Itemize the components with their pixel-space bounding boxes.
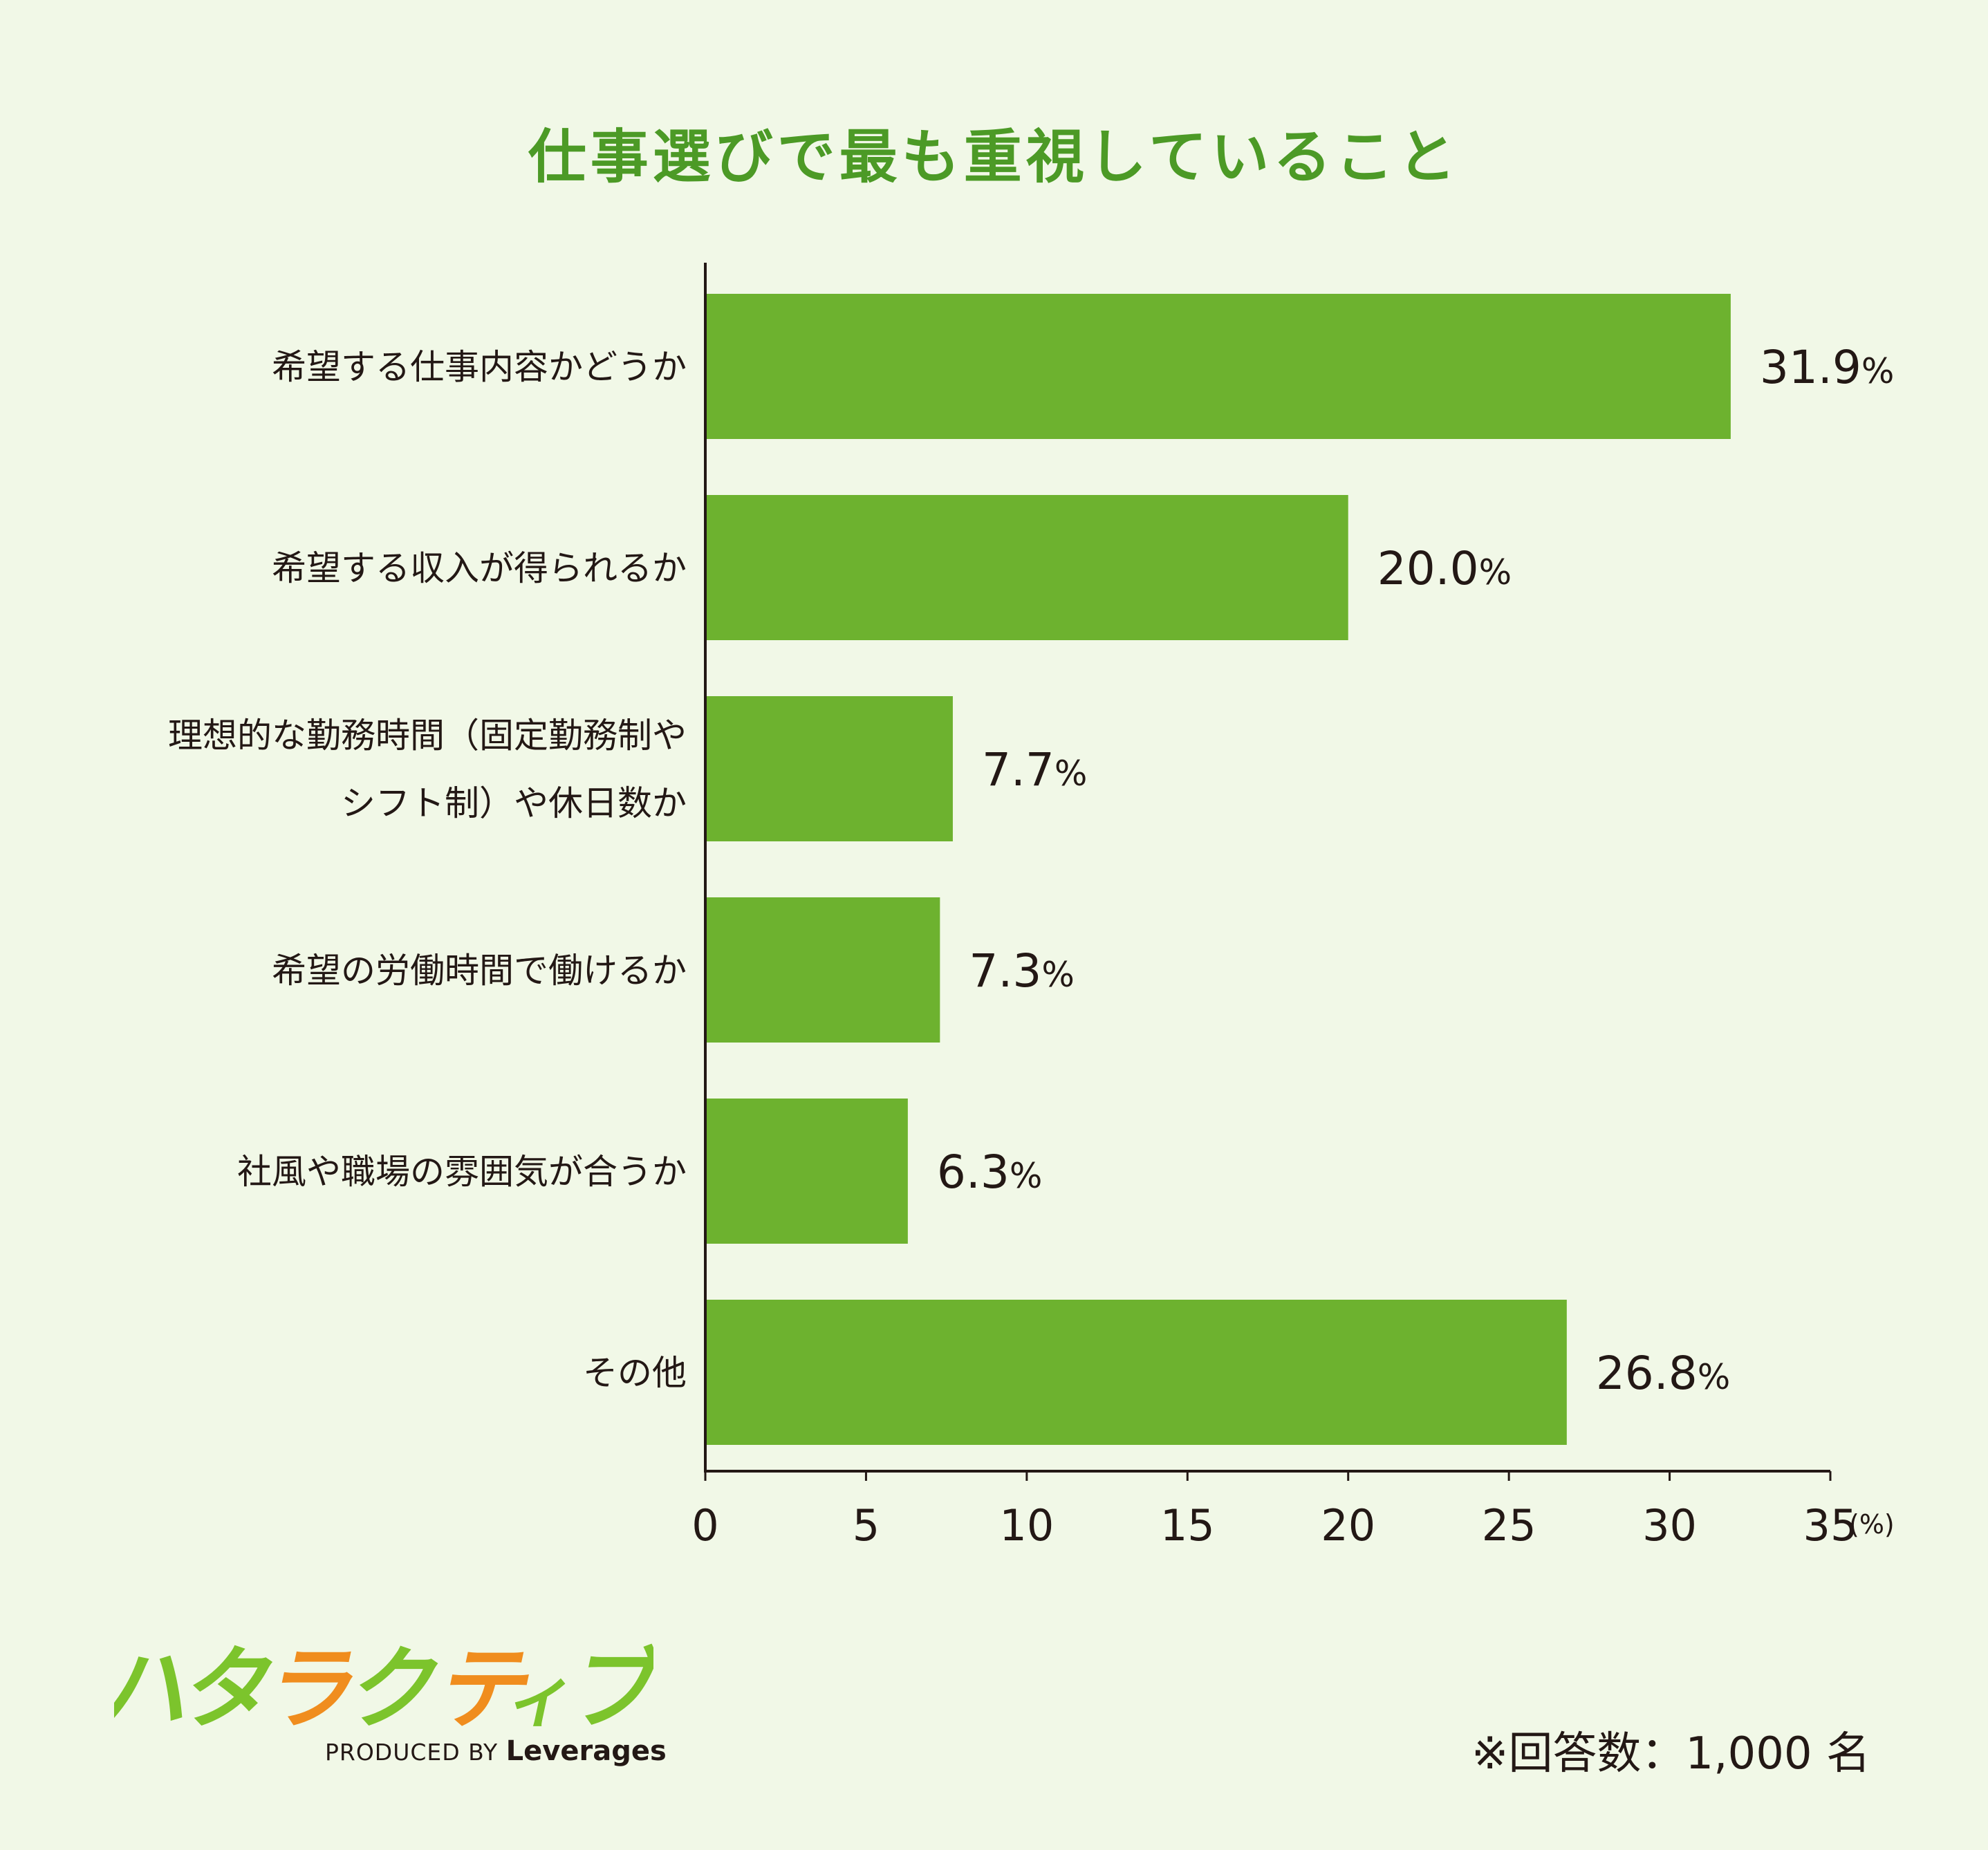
x-unit-label: (%) <box>1849 1509 1895 1540</box>
x-tick-label: 15 <box>1160 1500 1215 1551</box>
logo-letter: ラ <box>258 1638 370 1728</box>
bar-value-label: 6.3% <box>937 1146 1042 1199</box>
x-tick-label: 25 <box>1482 1500 1536 1551</box>
bar-chart: 31.9% 希望する仕事内容かどうか 20.0% 希望する収入が得られるか 7.7% 理想… <box>168 263 1895 1551</box>
bar <box>706 1300 1567 1445</box>
bar-value-label: 31.9% <box>1760 341 1894 394</box>
byline-brand: Leverages <box>505 1735 667 1767</box>
respondent-count-note: ※回答数：1,000 名 <box>1471 1728 1870 1779</box>
category-label: 社風や職場の雰囲気が合うか <box>237 1152 687 1192</box>
logo-letter: ブ <box>562 1638 653 1728</box>
bar <box>706 294 1731 439</box>
chart-title: 仕事選びで最も重視していること <box>528 123 1460 191</box>
bar-value-label: 7.3% <box>969 944 1074 998</box>
logo-letter: タ <box>175 1638 287 1728</box>
bar-value-label: 20.0% <box>1377 542 1512 595</box>
bar-value-label: 7.7% <box>982 743 1087 796</box>
bar <box>706 1099 908 1244</box>
category-label: その他 <box>583 1353 687 1393</box>
x-tick-label: 20 <box>1321 1500 1375 1551</box>
bar <box>706 495 1348 640</box>
x-tick-label: 10 <box>999 1500 1054 1551</box>
x-tick-label: 30 <box>1642 1500 1697 1551</box>
bar-value-label: 26.8% <box>1596 1347 1730 1400</box>
x-tick-label: 0 <box>691 1500 718 1551</box>
x-tick-label: 35 <box>1803 1500 1858 1551</box>
category-label: 希望する仕事内容かどうか <box>272 347 687 387</box>
category-label: シフト制）や休日数か <box>341 783 687 823</box>
bar <box>706 696 953 841</box>
logo-byline: PRODUCED BY Leverages <box>325 1735 667 1767</box>
category-label: 希望する収入が得られるか <box>272 548 687 588</box>
x-tick-label: 5 <box>853 1500 880 1551</box>
category-label: 希望の労働時間で働けるか <box>272 951 687 991</box>
logo-letter: ク <box>341 1638 453 1728</box>
logo-letter: ィ <box>501 1659 584 1728</box>
bar <box>706 897 940 1043</box>
hataractive-logo: ハタラクティブ PRODUCED BY Leverages <box>114 1638 667 1777</box>
category-label: 理想的な勤務時間（固定勤務制や <box>168 716 687 756</box>
byline-prefix: PRODUCED BY <box>325 1739 499 1766</box>
logo-letter: テ <box>431 1638 543 1728</box>
